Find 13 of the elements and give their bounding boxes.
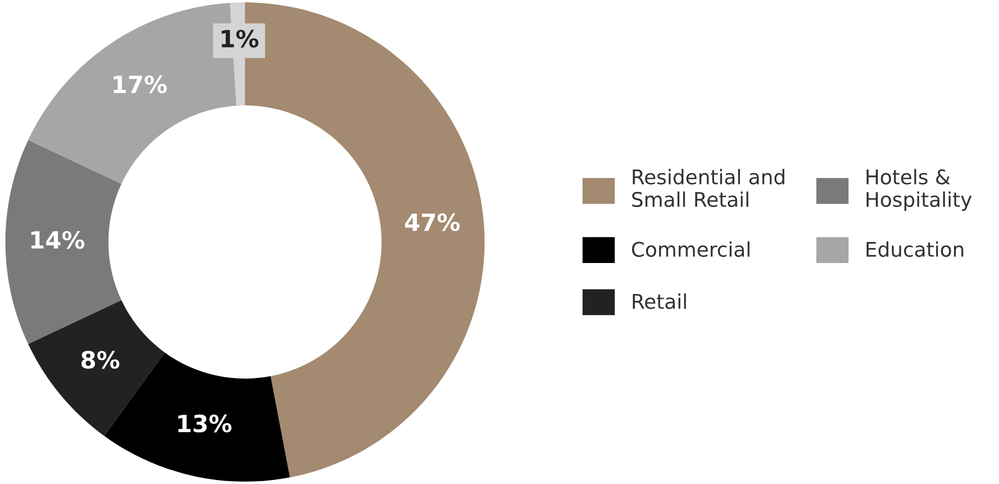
data-label: 8% xyxy=(81,350,120,369)
legend-label: Education xyxy=(866,241,964,257)
donut-slice xyxy=(5,140,122,344)
legend-label: Retail xyxy=(632,293,686,310)
legend-label: Hotels & Hospitality xyxy=(866,168,972,211)
legend-label: Commercial xyxy=(632,241,750,257)
data-label: 13% xyxy=(178,414,232,432)
legend-label: Residential and Small Retail xyxy=(632,168,784,208)
data-label: 1% xyxy=(222,30,258,48)
data-label: 17% xyxy=(114,75,167,94)
data-label: 47% xyxy=(405,213,460,232)
donut-slice xyxy=(28,300,165,436)
data-label: 14% xyxy=(31,230,84,249)
